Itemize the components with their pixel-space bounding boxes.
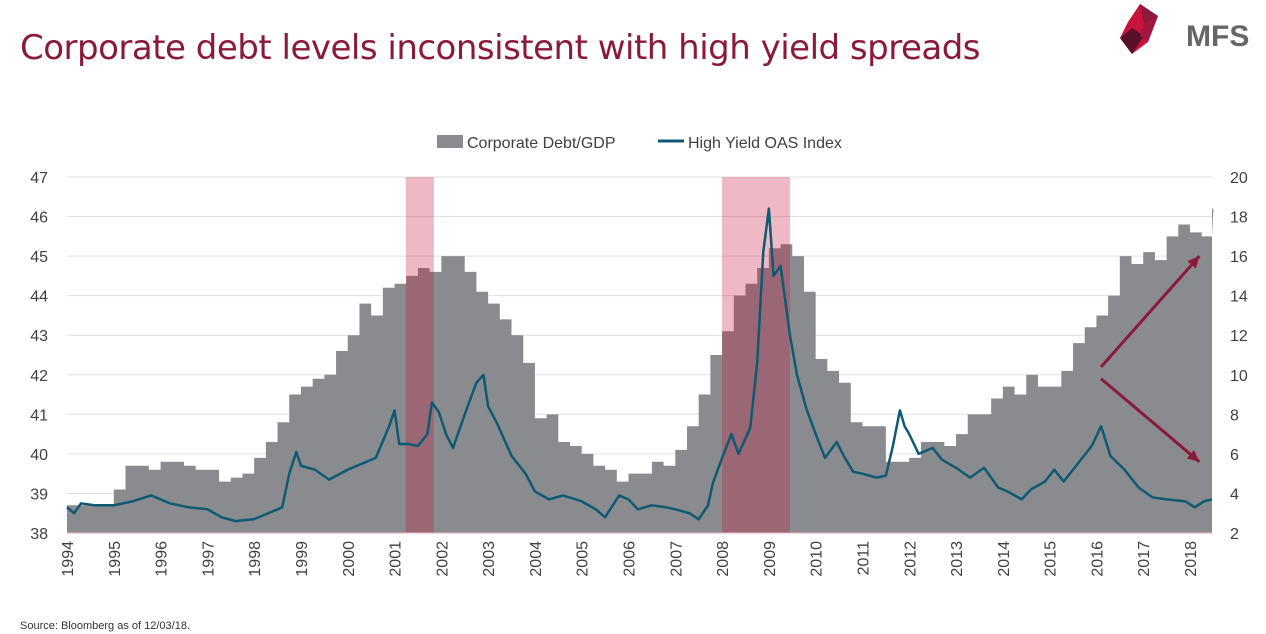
x-tick-label: 2007 [668,541,685,577]
x-tick-label: 2015 [1043,541,1060,577]
legend-label-debt: Corporate Debt/GDP [467,135,616,152]
x-tick-label: 2011 [855,541,872,576]
y-right-tick-label: 6 [1230,447,1239,464]
x-tick-label: 2001 [388,541,405,577]
y-left-tick-label: 47 [30,170,48,187]
legend: Corporate Debt/GDP High Yield OAS Index [437,135,842,152]
y-right-tick-label: 16 [1230,249,1248,266]
source-note: Source: Bloomberg as of 12/03/18. [20,620,190,632]
x-tick-label: 2005 [575,541,592,577]
x-tick-label: 2010 [809,541,826,577]
arrow-line [1099,255,1201,368]
y-right-tick-label: 20 [1230,170,1248,187]
y-left-tick-label: 44 [30,289,48,306]
arrow-head [1186,449,1200,462]
y-right-tick-label: 10 [1230,368,1248,385]
x-tick-label: 1999 [294,541,311,577]
x-tick-label: 2006 [622,541,639,577]
x-tick-label: 2017 [1136,541,1153,577]
mfs-logo: MFS [1120,4,1249,54]
x-tick-label: 2004 [528,541,545,577]
x-tick-label: 2016 [1089,541,1106,577]
x-tick-label: 1994 [60,541,77,577]
y-left-tick-label: 40 [30,447,48,464]
y-right-tick-label: 14 [1230,289,1248,306]
y-left-tick-label: 42 [30,368,48,385]
y-right-tick-label: 12 [1230,328,1248,345]
x-tick-label: 2013 [949,541,966,577]
x-tick-label: 2014 [996,541,1013,577]
x-tick-label: 2000 [341,541,358,577]
y-left-tick-label: 43 [30,328,48,345]
svg-text:MFS: MFS [1186,20,1249,53]
x-tick-label: 2002 [434,541,451,577]
legend-label-oas: High Yield OAS Index [688,135,842,152]
y-left-tick-label: 39 [30,486,48,503]
y-left-tick-label: 45 [30,249,48,266]
y-left-tick-label: 46 [30,210,48,227]
recession-band [405,177,434,533]
x-tick-label: 2012 [902,541,919,577]
arrow-line [1100,377,1201,463]
x-tick-label: 2008 [715,541,732,577]
y-right-tick-label: 4 [1230,486,1239,503]
x-tick-label: 1995 [107,541,124,577]
y-left-tick-label: 41 [30,407,48,424]
page-title: Corporate debt levels inconsistent with … [20,28,981,68]
arrow-head [1187,256,1200,269]
x-tick-label: 1996 [154,541,171,577]
hy-oas-line [66,207,1213,523]
debt-gdp-area [67,208,1214,533]
y-right-tick-label: 2 [1230,526,1239,543]
legend-swatch-area [437,135,463,148]
x-tick-label: 2003 [481,541,498,577]
x-tick-label: 1997 [200,541,217,577]
x-tick-label: 1998 [247,541,264,577]
y-right-tick-label: 18 [1230,210,1248,227]
y-left-tick-label: 38 [30,526,48,543]
x-tick-label: 2009 [762,541,779,577]
y-right-tick-label: 8 [1230,407,1239,424]
recession-band [722,177,790,533]
x-tick-label: 2018 [1183,541,1200,577]
